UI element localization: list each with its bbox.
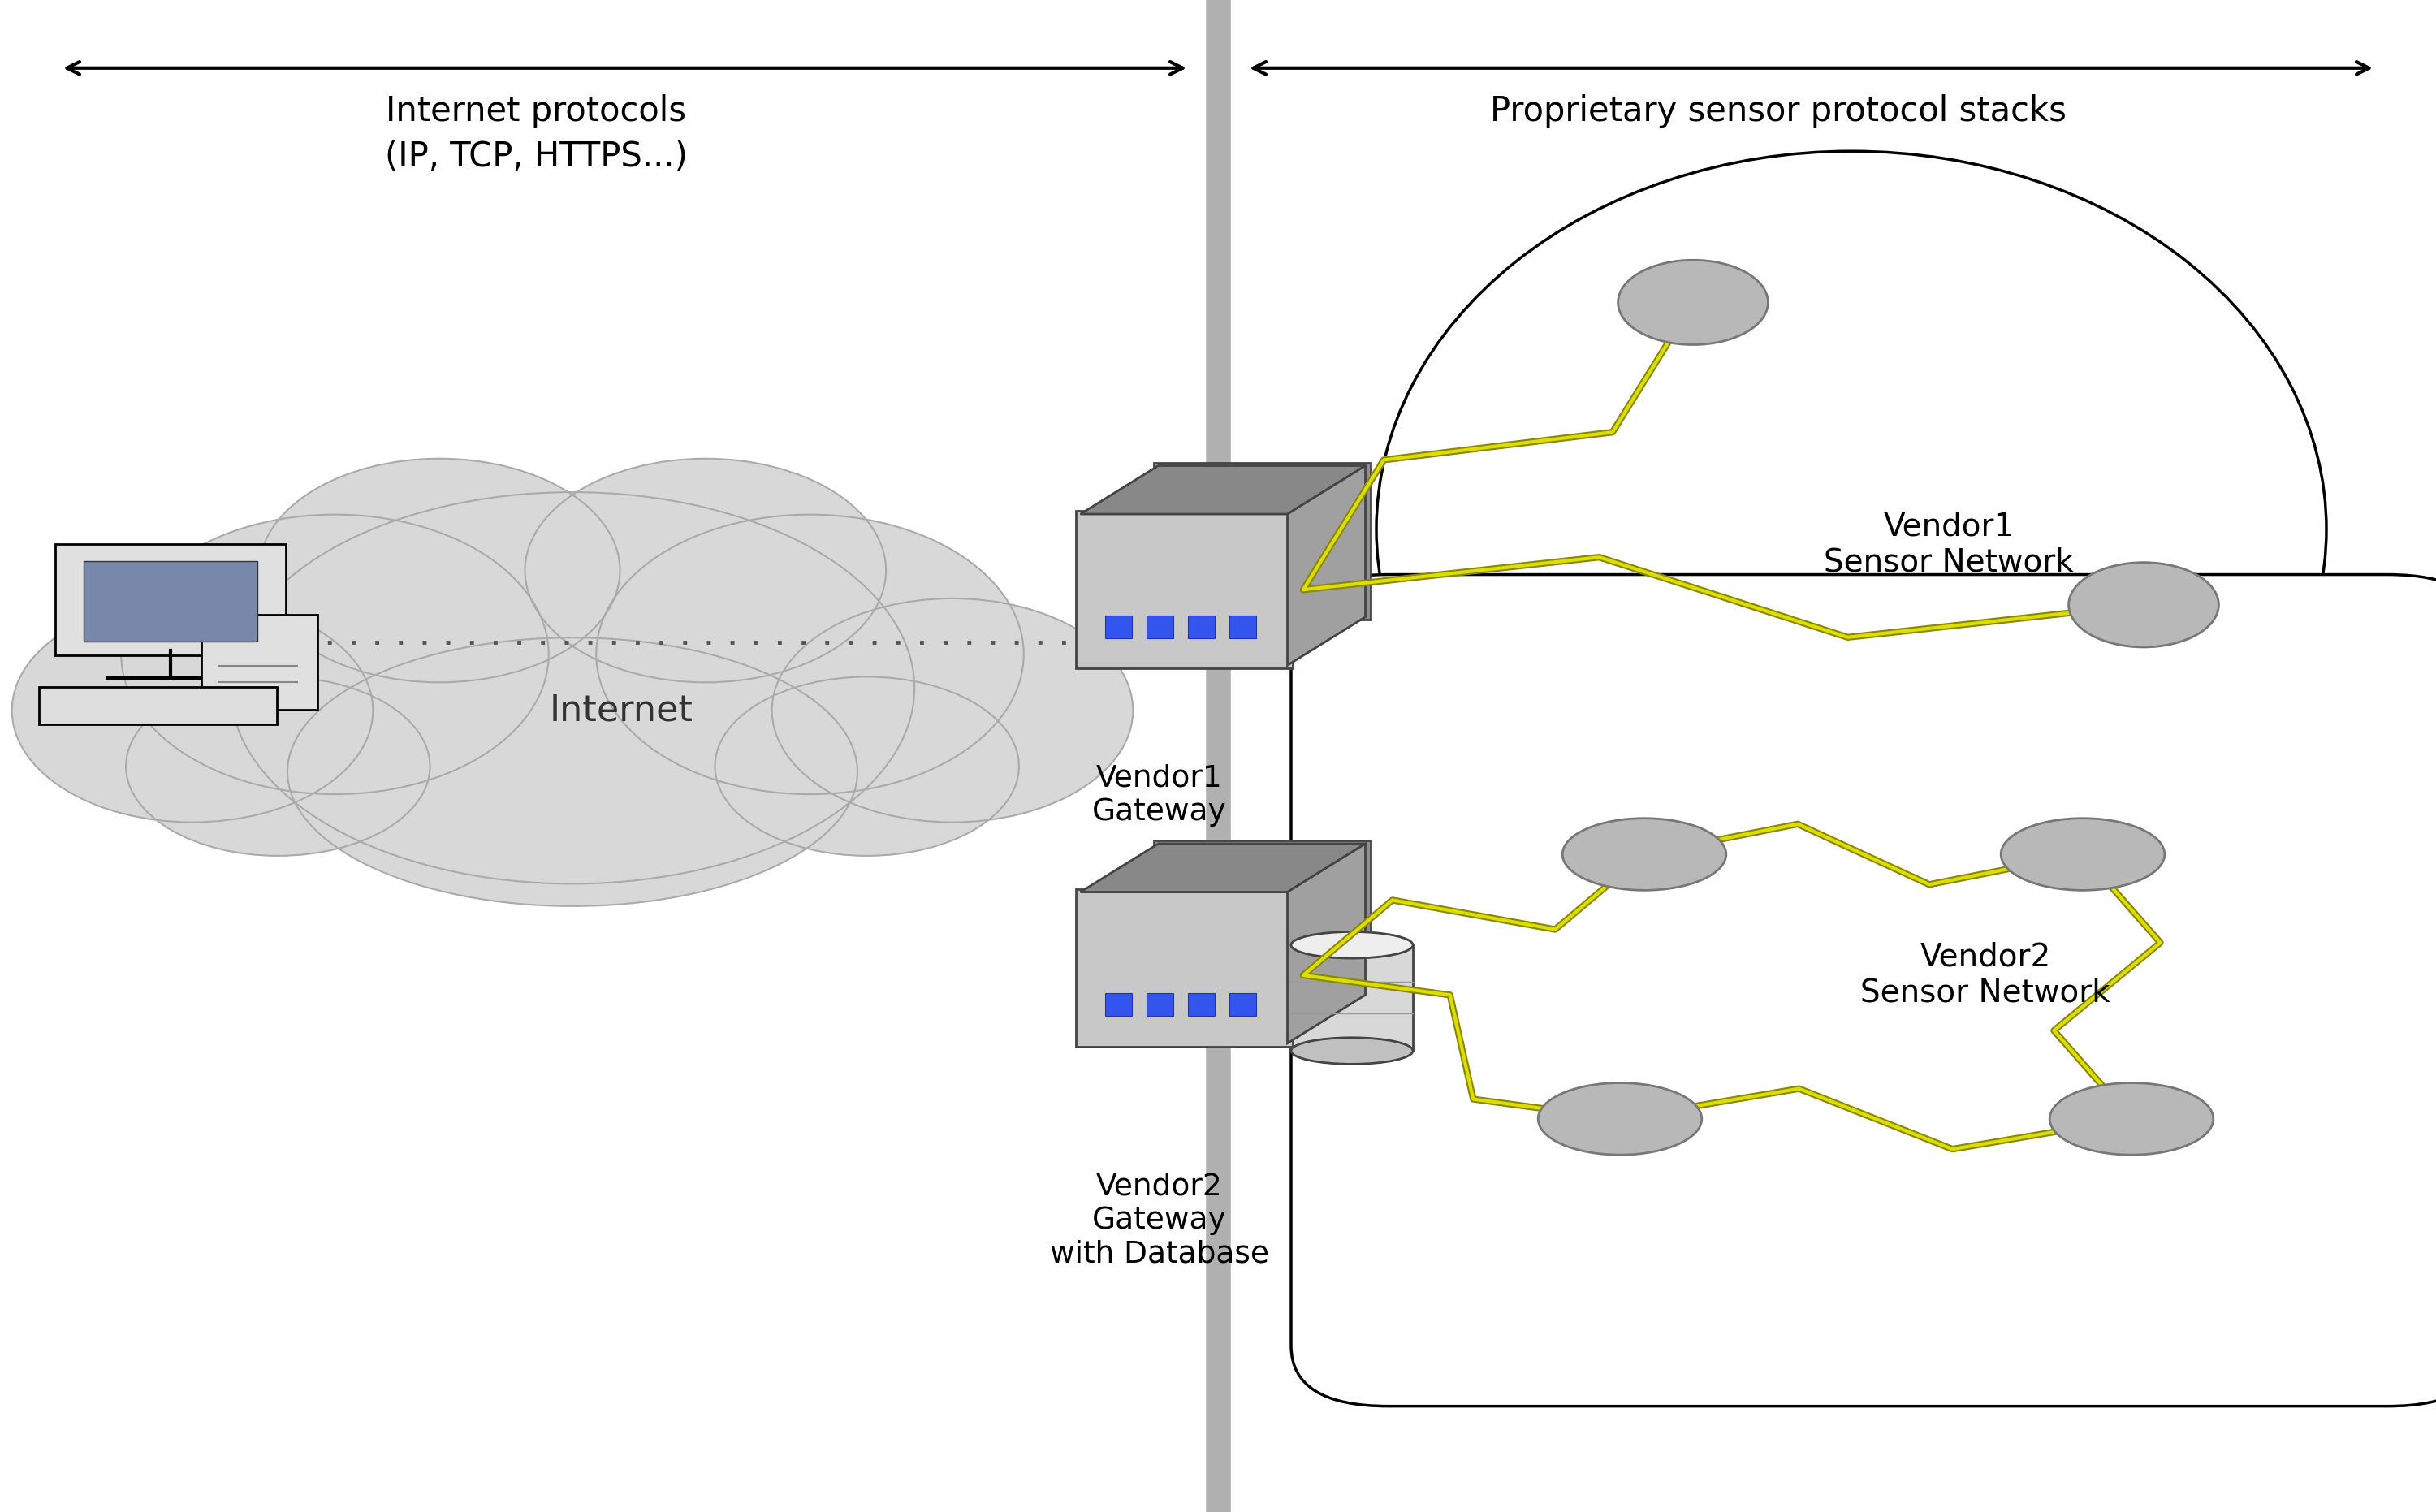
FancyBboxPatch shape xyxy=(1077,511,1291,668)
Ellipse shape xyxy=(258,458,619,682)
Ellipse shape xyxy=(1561,818,1727,891)
Polygon shape xyxy=(1082,466,1364,514)
Ellipse shape xyxy=(1376,151,2326,907)
Bar xyxy=(1230,993,1257,1016)
Ellipse shape xyxy=(1618,260,1769,345)
Text: Vendor2
Gateway
with Database: Vendor2 Gateway with Database xyxy=(1050,1172,1269,1269)
Bar xyxy=(1291,945,1413,1051)
Text: Internet protocols: Internet protocols xyxy=(385,94,687,129)
Bar xyxy=(1189,993,1216,1016)
FancyBboxPatch shape xyxy=(202,614,317,711)
Ellipse shape xyxy=(2049,1083,2214,1155)
Bar xyxy=(1145,615,1174,638)
Ellipse shape xyxy=(716,677,1018,856)
Text: Vendor1
Gateway: Vendor1 Gateway xyxy=(1091,764,1228,827)
Bar xyxy=(1230,615,1257,638)
Ellipse shape xyxy=(1291,931,1413,959)
Ellipse shape xyxy=(2000,818,2166,891)
Bar xyxy=(1104,615,1130,638)
Bar xyxy=(1189,615,1216,638)
FancyBboxPatch shape xyxy=(83,561,258,641)
FancyBboxPatch shape xyxy=(1291,575,2436,1406)
Ellipse shape xyxy=(1291,1037,1413,1064)
Ellipse shape xyxy=(12,599,373,823)
Text: Internet: Internet xyxy=(551,692,692,729)
Text: (IP, TCP, HTTPS...): (IP, TCP, HTTPS...) xyxy=(385,139,687,174)
FancyBboxPatch shape xyxy=(1155,841,1369,998)
Polygon shape xyxy=(1082,844,1364,892)
Ellipse shape xyxy=(2068,562,2219,647)
Ellipse shape xyxy=(772,599,1133,823)
Ellipse shape xyxy=(127,677,429,856)
Ellipse shape xyxy=(287,638,857,906)
Bar xyxy=(1145,993,1174,1016)
Ellipse shape xyxy=(597,514,1023,794)
Text: Proprietary sensor protocol stacks: Proprietary sensor protocol stacks xyxy=(1491,94,2066,129)
FancyBboxPatch shape xyxy=(56,544,285,655)
Text: Vendor2
Sensor Network: Vendor2 Sensor Network xyxy=(1861,942,2110,1009)
Bar xyxy=(1104,993,1130,1016)
FancyBboxPatch shape xyxy=(1077,889,1291,1046)
FancyBboxPatch shape xyxy=(39,686,278,724)
Ellipse shape xyxy=(122,514,548,794)
Ellipse shape xyxy=(231,493,914,883)
Text: Vendor1
Sensor Network: Vendor1 Sensor Network xyxy=(1825,511,2073,578)
Ellipse shape xyxy=(1537,1083,1703,1155)
Polygon shape xyxy=(1286,466,1364,665)
Ellipse shape xyxy=(526,458,887,682)
FancyBboxPatch shape xyxy=(1155,463,1369,620)
Polygon shape xyxy=(1286,844,1364,1043)
